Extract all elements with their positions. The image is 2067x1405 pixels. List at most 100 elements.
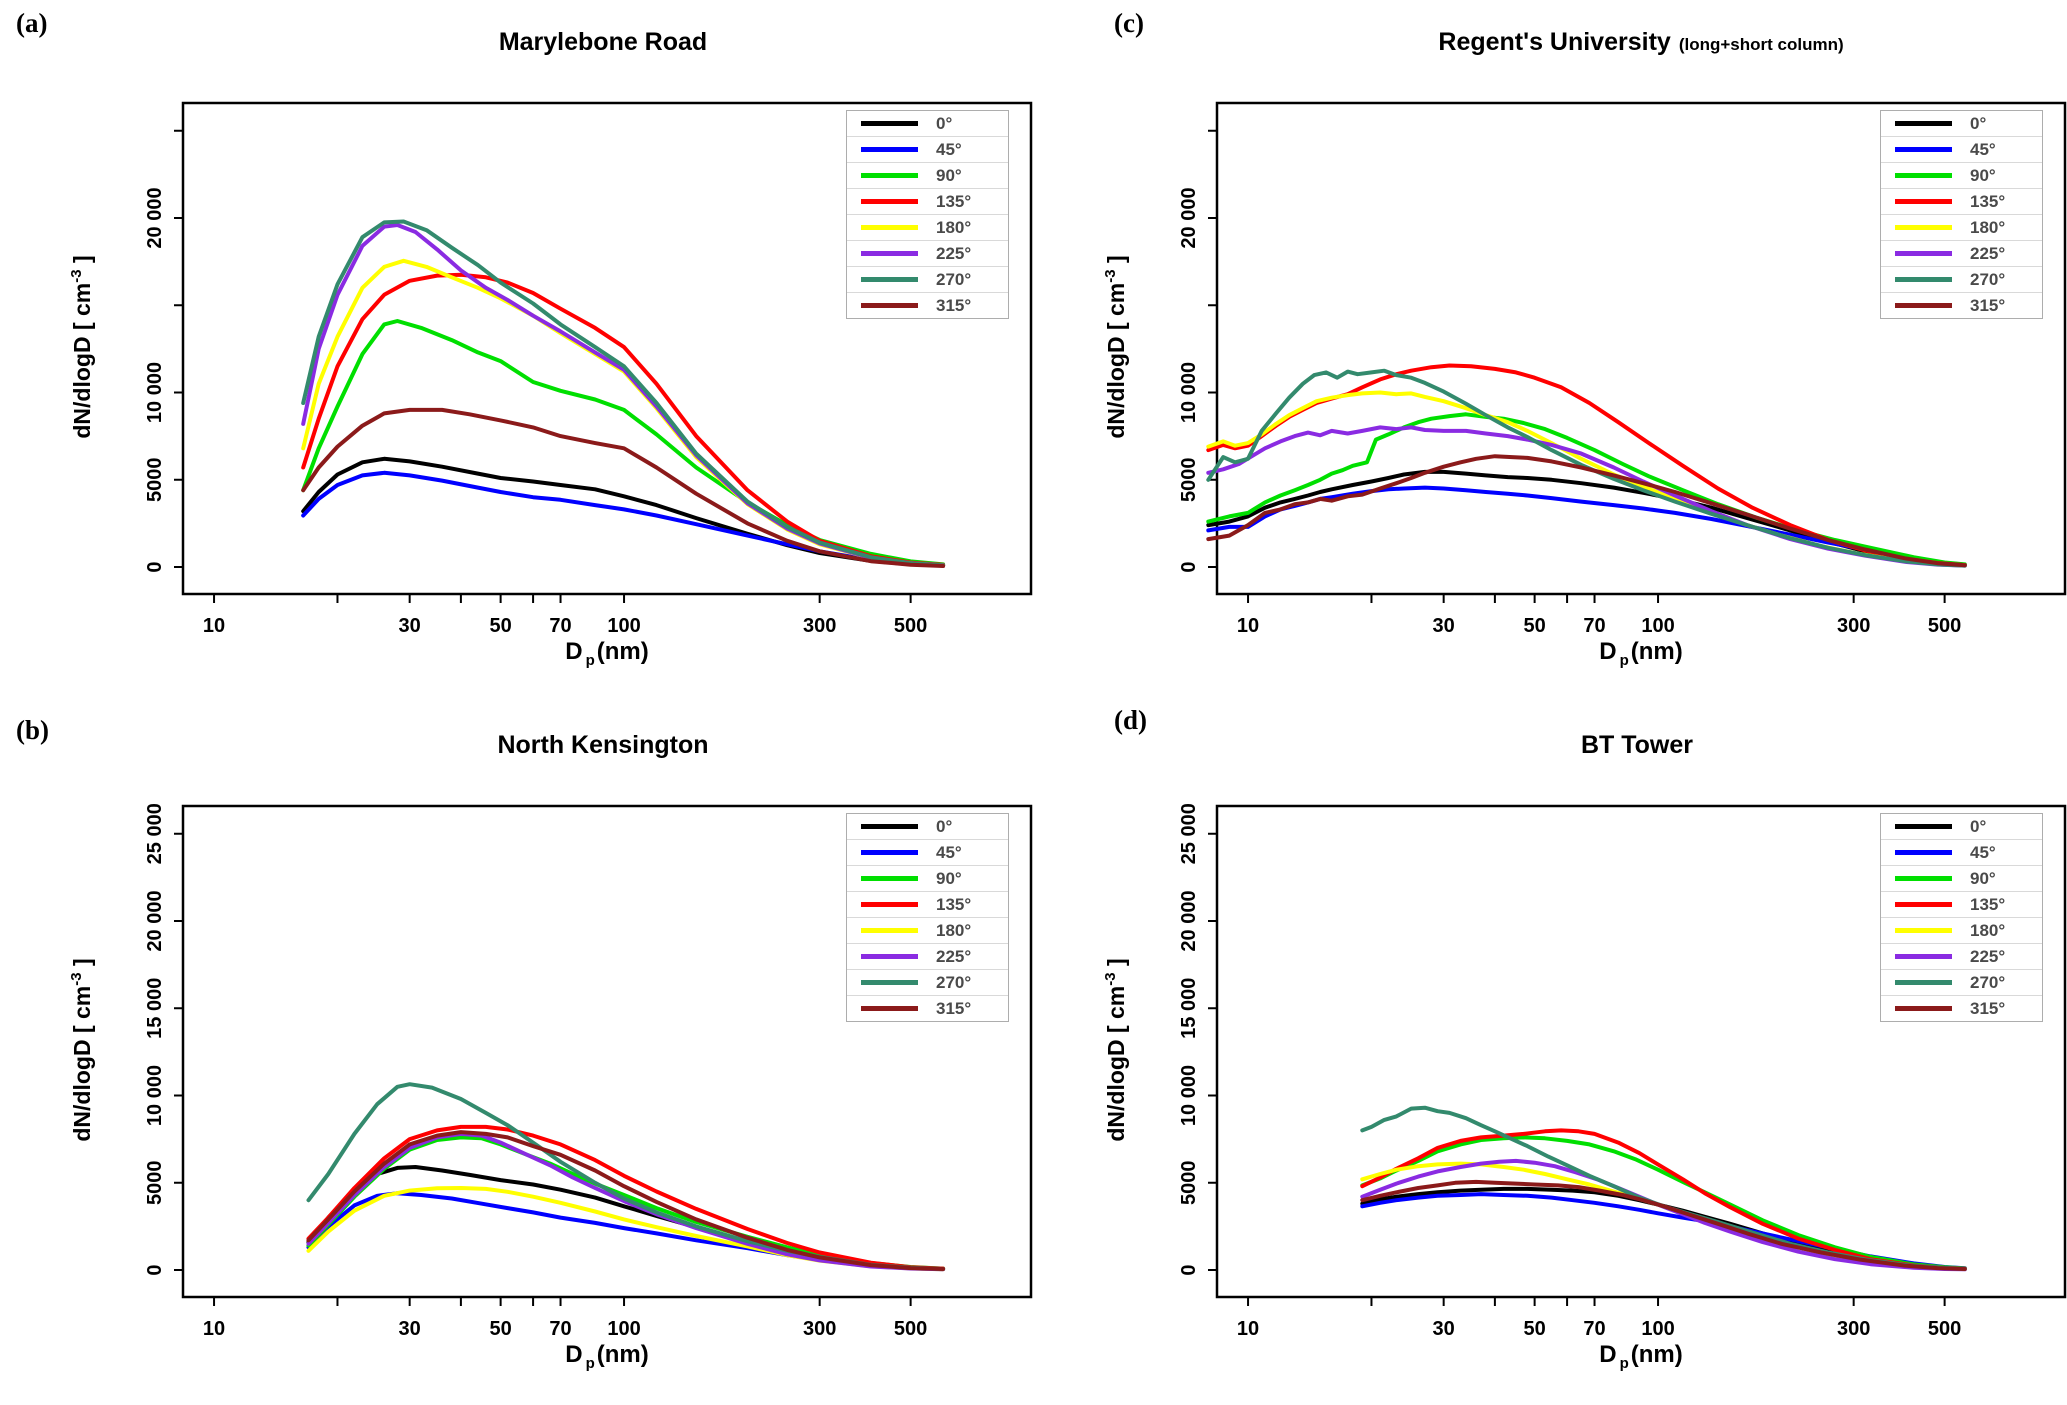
legend-row-225deg: 225°	[1881, 241, 2042, 267]
x-tick-label: 10	[1237, 1318, 1259, 1340]
legend-row-225deg: 225°	[847, 944, 1008, 970]
legend-label: 45°	[936, 139, 962, 159]
legend-label: 315°	[1970, 295, 2006, 315]
legend-row-0deg: 0°	[1881, 814, 2042, 840]
y-tick-label: 5000	[144, 458, 166, 503]
x-tick-label: 50	[1523, 615, 1545, 637]
y-tick-label: 15 000	[1178, 978, 1200, 1039]
legend-label: 180°	[1970, 217, 2006, 237]
legend-row-180deg: 180°	[1881, 918, 2042, 944]
legend-line-swatch	[861, 303, 918, 308]
legend-label: 135°	[1970, 191, 2006, 211]
legend-label: 225°	[936, 946, 972, 966]
x-tick-label: 70	[1583, 615, 1605, 637]
legend-line-swatch	[861, 954, 918, 959]
legend-label: 225°	[936, 243, 972, 263]
series-line-315deg	[301, 407, 946, 568]
panel-letter: (d)	[1114, 705, 1147, 735]
y-tick-label: 20 000	[1178, 890, 1200, 951]
x-tick-label: 300	[1837, 1318, 1870, 1340]
y-tick-label: 5000	[144, 1161, 166, 1206]
legend-line-swatch	[861, 876, 918, 881]
x-tick-label: 300	[1837, 615, 1870, 637]
legend-row-270deg: 270°	[1881, 267, 2042, 293]
x-tick-label: 300	[803, 615, 836, 637]
legend-label: 45°	[1970, 842, 1996, 862]
panel-north-kensington: (b) North Kensington dN/dlogD [ cm-3 ] 1…	[0, 703, 1033, 1405]
plot-frame	[1215, 804, 2067, 1299]
legend-row-45deg: 45°	[847, 840, 1008, 866]
legend-row-135deg: 135°	[1881, 892, 2042, 918]
legend-label: 135°	[936, 191, 972, 211]
series-line-270deg	[301, 219, 946, 568]
series-line-135deg	[306, 1124, 946, 1271]
legend-row-45deg: 45°	[1881, 137, 2042, 163]
legend-row-225deg: 225°	[847, 241, 1008, 267]
legend-line-swatch	[861, 928, 918, 933]
x-tick-label: 500	[894, 1318, 927, 1340]
legend-line-swatch	[1895, 980, 1952, 985]
legend-label: 315°	[1970, 998, 2006, 1018]
x-tick-label: 500	[894, 615, 927, 637]
legend-line-swatch	[1895, 199, 1952, 204]
legend-row-315deg: 315°	[847, 293, 1008, 318]
legend-label: 90°	[1970, 165, 1996, 185]
legend-north-kensington: 0° 45° 90° 135° 180° 225° 270° 315°	[846, 813, 1009, 1022]
y-tick-label: 10 000	[144, 1065, 166, 1126]
x-axis-label-subscript: p	[585, 1354, 595, 1372]
legend-row-135deg: 135°	[847, 892, 1008, 918]
y-tick-label: 10 000	[1178, 362, 1200, 423]
legend-line-swatch	[1895, 121, 1952, 126]
legend-label: 180°	[936, 920, 972, 940]
legend-line-swatch	[1895, 824, 1952, 829]
legend-row-0deg: 0°	[847, 111, 1008, 137]
y-tick-label: 5000	[1178, 1161, 1200, 1206]
series-line-270deg	[1206, 368, 1967, 568]
legend-line-swatch	[861, 225, 918, 230]
legend-row-180deg: 180°	[847, 215, 1008, 241]
legend-marylebone-road: 0° 45° 90° 135° 180° 225° 270° 315°	[846, 110, 1009, 319]
legend-line-swatch	[861, 1006, 918, 1011]
legend-line-swatch	[861, 199, 918, 204]
legend-row-45deg: 45°	[847, 137, 1008, 163]
legend-line-swatch	[1895, 225, 1952, 230]
legend-row-90deg: 90°	[1881, 163, 2042, 189]
x-tick-label: 100	[607, 615, 640, 637]
x-axis-label-subscript: p	[585, 651, 595, 669]
legend-line-swatch	[861, 147, 918, 152]
y-tick-label: 0	[1178, 561, 1200, 572]
x-tick-label: 30	[1433, 615, 1455, 637]
x-tick-label: 30	[1433, 1318, 1455, 1340]
legend-row-225deg: 225°	[1881, 944, 2042, 970]
y-tick-label: 10 000	[144, 362, 166, 423]
legend-line-swatch	[1895, 251, 1952, 256]
legend-label: 90°	[936, 165, 962, 185]
x-tick-label: 10	[1237, 615, 1259, 637]
legend-line-swatch	[861, 850, 918, 855]
legend-row-315deg: 315°	[1881, 293, 2042, 318]
legend-label: 135°	[1970, 894, 2006, 914]
legend-regents-university: 0° 45° 90° 135° 180° 225° 270° 315°	[1880, 110, 2043, 319]
x-tick-label: 50	[1523, 1318, 1545, 1340]
panel-title-text: BT Tower	[1580, 731, 1694, 759]
panel-title-text: North Kensington	[497, 731, 709, 759]
legend-label: 0°	[936, 816, 953, 836]
y-tick-label: 20 000	[144, 187, 166, 248]
x-tick-label: 100	[1641, 1318, 1674, 1340]
plot-frame	[181, 101, 1033, 596]
legend-row-180deg: 180°	[847, 918, 1008, 944]
panel-title: Marylebone Road	[183, 28, 1031, 57]
legend-line-swatch	[861, 277, 918, 282]
series-line-135deg	[1360, 1128, 1967, 1271]
panel-title: North Kensington	[183, 731, 1031, 760]
legend-row-135deg: 135°	[1881, 189, 2042, 215]
legend-row-90deg: 90°	[847, 163, 1008, 189]
legend-line-swatch	[1895, 277, 1952, 282]
x-tick-label: 10	[203, 615, 225, 637]
panel-title-text: Marylebone Road	[498, 28, 708, 56]
